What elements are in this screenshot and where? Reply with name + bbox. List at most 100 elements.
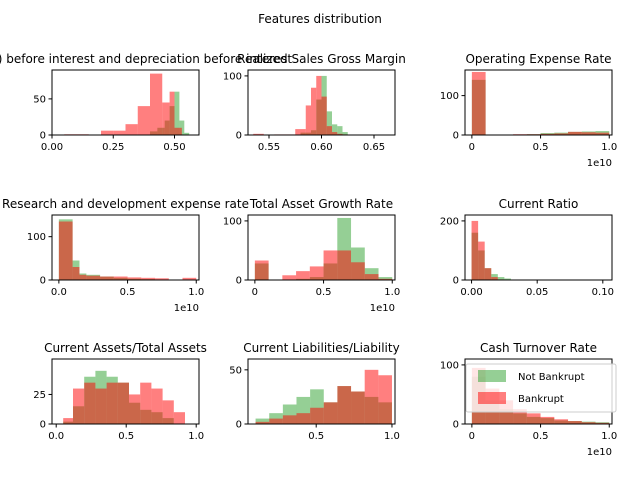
histogram-bar [100,276,114,280]
histogram-bar [497,277,505,280]
histogram-bar [309,266,324,280]
histogram-bar [79,274,87,280]
y-tick-label: 0 [453,276,459,287]
x-axis-offset-label: 1e10 [174,303,199,314]
axes-frame [51,358,200,425]
x-tick-label: 1.0 [601,431,617,442]
y-tick-label: 0 [40,276,46,287]
subplot-3: Research and development expense rate 0.0… [2,197,249,314]
histogram-bar [137,106,150,135]
histogram-bar [337,386,352,424]
histogram-bar [323,250,338,280]
histogram-bar [125,124,138,135]
subplot-title: Current Assets/Total Assets [44,341,207,355]
histogram-bar [526,413,541,424]
histogram-bar [554,419,569,424]
subplot-title: Current Ratio [499,197,579,211]
histogram-bar [364,369,379,424]
histogram-bar [332,124,338,135]
histogram-bar [378,277,393,280]
y-tick-label: 100 [223,71,242,82]
histogram-bar [337,133,343,135]
histogram-bar [101,130,114,135]
figure-title: Features distribution [258,12,382,26]
histogram-bar [323,402,338,424]
subplot-title: Realized Sales Gross Margin [237,52,406,66]
x-tick-label: 0.50 [163,142,185,153]
x-tick-label: 0.0 [51,287,67,298]
y-tick-label: 0 [453,131,459,142]
histogram-bar [182,277,197,280]
histogram-bar [491,277,498,280]
legend: Not Bankrupt Bankrupt [465,363,617,413]
y-tick-label: 50 [33,94,46,105]
y-tick-label: 100 [223,216,242,227]
y-tick-label: 200 [440,216,459,227]
histogram-bar [351,262,365,280]
axes-frame [51,214,200,281]
x-tick-label: 0 [469,142,475,153]
x-tick-label: 0.5 [316,287,332,298]
subplot-5: Current Ratio 0.00 0.05 0.10 0 200 [440,197,614,298]
histogram-bar [554,133,569,135]
x-tick-label: 0.5 [533,431,549,442]
y-tick-label: 0 [236,131,242,142]
histogram-bar [326,111,332,135]
x-tick-label: 1.0 [601,142,617,153]
histogram-bar [337,250,352,280]
histogram-bar [581,132,596,135]
histogram-bar [113,276,128,280]
x-tick-label: 0.65 [363,142,385,153]
histogram-bar [581,422,596,424]
histogram-bar [595,132,610,135]
histogram-bar [155,278,169,280]
histogram-bar [174,91,180,135]
histogram-bar [540,133,555,135]
x-tick-label: 0.5 [118,431,134,442]
x-tick-label: 0.55 [258,142,280,153]
histogram-bar [342,132,348,135]
histogram-bar [491,274,498,280]
histogram-bar [151,388,163,424]
x-tick-label: 0.0 [48,431,64,442]
axes-frame [51,69,200,136]
histogram-bar [255,418,270,424]
histogram-bar [150,73,163,135]
subplot-4: Total Asset Growth Rate 0 0.5 1.0 0 100 1e10 [223,197,400,314]
histogram-bar [58,221,73,280]
legend-swatch-not-bankrupt [478,370,506,382]
x-tick-label: 0.5 [308,431,324,442]
histogram-bar [84,382,96,424]
x-tick-label: 1.0 [188,287,204,298]
histogram-bar [253,133,264,135]
subplot-title: Research and development expense rate [2,197,249,211]
histogram-bar [478,241,485,280]
x-axis-offset-label: 1e10 [370,303,395,314]
histogram-bar [127,277,142,280]
histogram-bar [310,407,324,424]
axes-frame [464,214,613,281]
histogram-bar [326,126,332,135]
axes-frame [247,214,396,281]
histogram-bar [173,412,185,424]
histogram-bar [282,415,297,424]
histogram-bar [305,105,311,135]
histogram-bar [95,388,107,424]
histogram-bar [255,421,270,424]
legend-label-bankrupt: Bankrupt [518,394,564,405]
subplot-7: Current Liabilities/Liability 0.5 1.0 0 50 [229,341,400,442]
histogram-bar [321,96,327,135]
x-tick-label: 0 [469,431,475,442]
histogram-bar [169,91,175,135]
histogram-bar [378,375,392,424]
histogram-bar [117,382,129,424]
histogram-bar [295,129,306,135]
x-tick-label: 0.00 [41,142,63,153]
histogram-bar [568,421,582,424]
histogram-bar [184,132,190,135]
y-tick-label: 100 [27,232,46,243]
histogram-bar [296,271,310,280]
x-tick-label: 0.00 [460,287,482,298]
histogram-bar [568,131,582,135]
